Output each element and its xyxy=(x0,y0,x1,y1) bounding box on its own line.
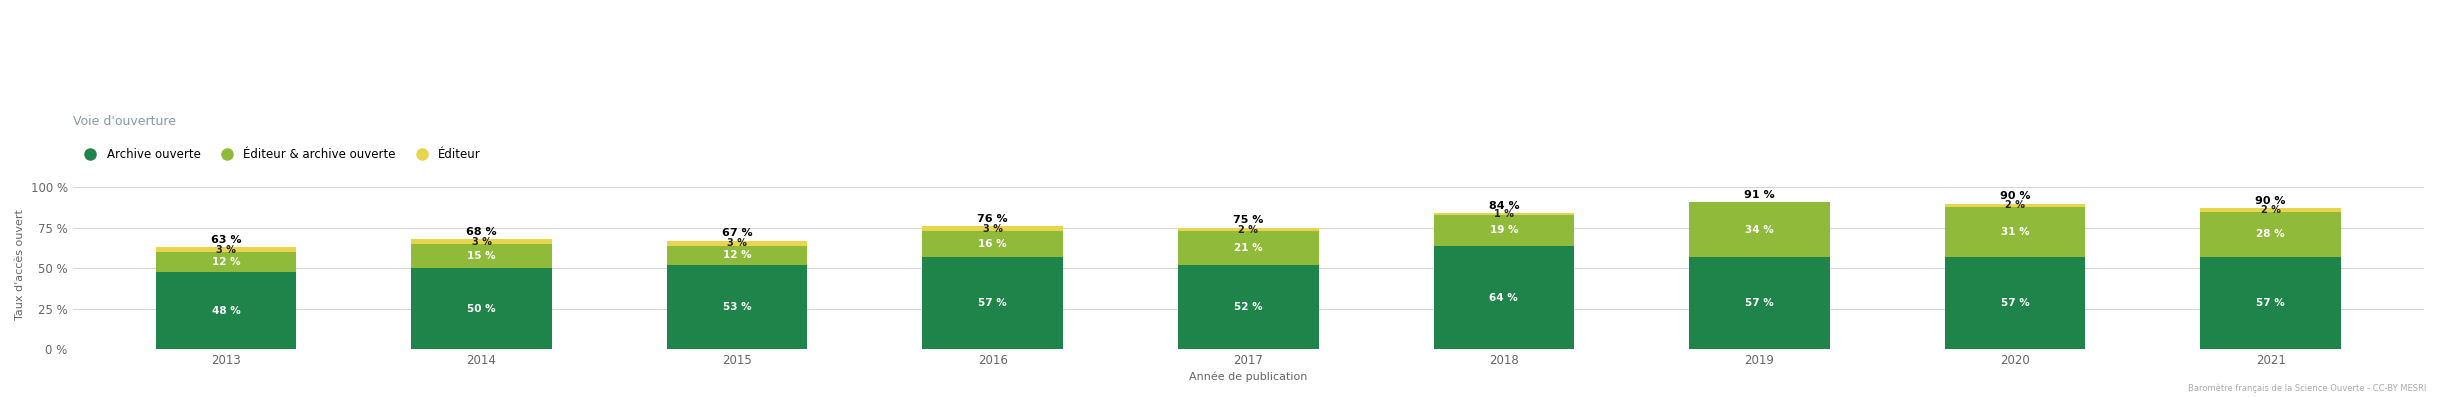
Text: 57 %: 57 % xyxy=(978,298,1007,308)
Bar xyxy=(1434,246,1573,349)
Bar xyxy=(666,265,807,349)
Text: 53 %: 53 % xyxy=(722,303,751,312)
Bar xyxy=(1690,257,1829,349)
Bar xyxy=(1178,228,1319,231)
Bar xyxy=(922,231,1063,257)
Text: 90 %: 90 % xyxy=(2000,191,2029,201)
Text: 68 %: 68 % xyxy=(466,227,498,237)
Text: 1 %: 1 % xyxy=(1495,209,1515,219)
Text: 2 %: 2 % xyxy=(2261,205,2280,215)
Bar xyxy=(1178,265,1319,349)
Text: 2 %: 2 % xyxy=(2005,200,2024,210)
Text: 76 %: 76 % xyxy=(978,214,1007,224)
Bar xyxy=(156,272,295,349)
Text: 67 %: 67 % xyxy=(722,228,751,239)
Bar xyxy=(1944,204,2085,207)
Text: 90 %: 90 % xyxy=(2256,196,2285,206)
Bar xyxy=(666,246,807,265)
Text: 57 %: 57 % xyxy=(2000,298,2029,308)
Bar xyxy=(2200,212,2341,257)
Bar xyxy=(922,226,1063,231)
Text: 3 %: 3 % xyxy=(983,224,1002,234)
Bar xyxy=(666,241,807,246)
Text: 3 %: 3 % xyxy=(471,237,490,247)
Text: 50 %: 50 % xyxy=(468,304,495,314)
Bar xyxy=(412,268,551,349)
Text: 91 %: 91 % xyxy=(1744,189,1776,200)
Text: 16 %: 16 % xyxy=(978,239,1007,249)
Bar xyxy=(412,244,551,268)
X-axis label: Année de publication: Année de publication xyxy=(1190,372,1307,382)
Text: 31 %: 31 % xyxy=(2000,227,2029,237)
Bar xyxy=(412,239,551,244)
Bar xyxy=(2200,208,2341,212)
Text: 12 %: 12 % xyxy=(722,251,751,260)
Text: 48 %: 48 % xyxy=(212,306,241,316)
Y-axis label: Taux d'accès ouvert: Taux d'accès ouvert xyxy=(15,209,24,320)
Text: 19 %: 19 % xyxy=(1490,225,1517,235)
Bar xyxy=(922,257,1063,349)
Text: 75 %: 75 % xyxy=(1234,216,1263,225)
Text: 2 %: 2 % xyxy=(1239,225,1259,235)
Text: 34 %: 34 % xyxy=(1744,225,1773,235)
Text: 57 %: 57 % xyxy=(1744,298,1773,308)
Text: 84 %: 84 % xyxy=(1488,201,1519,211)
Text: 15 %: 15 % xyxy=(468,251,495,261)
Bar xyxy=(1690,202,1829,257)
Text: 57 %: 57 % xyxy=(2256,298,2285,308)
Bar xyxy=(1178,231,1319,265)
Bar xyxy=(1944,257,2085,349)
Text: 21 %: 21 % xyxy=(1234,243,1263,253)
Text: 3 %: 3 % xyxy=(727,238,746,248)
Text: 28 %: 28 % xyxy=(2256,229,2285,239)
Text: 3 %: 3 % xyxy=(217,245,237,255)
Text: 64 %: 64 % xyxy=(1490,293,1517,303)
Text: 52 %: 52 % xyxy=(1234,303,1263,312)
Bar xyxy=(1434,215,1573,246)
Text: Voie d'ouverture: Voie d'ouverture xyxy=(73,115,176,128)
Text: 12 %: 12 % xyxy=(212,257,239,267)
Bar xyxy=(1434,213,1573,215)
Bar xyxy=(156,247,295,252)
Text: Baromètre français de la Science Ouverte - CC-BY MESRI: Baromètre français de la Science Ouverte… xyxy=(2188,384,2427,393)
Legend: Archive ouverte, Éditeur & archive ouverte, Éditeur: Archive ouverte, Éditeur & archive ouver… xyxy=(78,148,480,161)
Bar xyxy=(1944,207,2085,257)
Bar xyxy=(156,252,295,272)
Bar xyxy=(2200,257,2341,349)
Text: 63 %: 63 % xyxy=(210,235,241,245)
